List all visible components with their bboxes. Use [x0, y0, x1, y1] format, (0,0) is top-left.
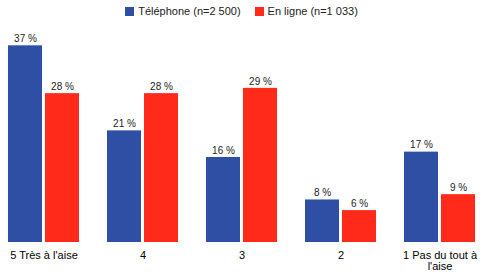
- svg-text:29 %: 29 %: [249, 76, 272, 87]
- svg-text:3: 3: [239, 249, 245, 261]
- svg-text:9 %: 9 %: [450, 182, 467, 193]
- svg-text:37 %: 37 %: [14, 33, 37, 44]
- svg-text:2: 2: [338, 249, 344, 261]
- svg-text:28 %: 28 %: [150, 81, 173, 92]
- svg-text:8 %: 8 %: [314, 187, 331, 198]
- svg-text:16 %: 16 %: [212, 145, 235, 156]
- svg-text:28 %: 28 %: [51, 81, 74, 92]
- svg-text:1 Pas du tout àl'aise: 1 Pas du tout àl'aise: [403, 249, 478, 272]
- svg-text:4: 4: [140, 249, 146, 261]
- svg-text:5 Très à l'aise: 5 Très à l'aise: [10, 249, 78, 261]
- svg-text:6 %: 6 %: [351, 198, 368, 209]
- html-text:En ligne (n=1 033): En ligne (n=1 033): [267, 5, 358, 17]
- svg-text:17 %: 17 %: [410, 139, 433, 150]
- svg-text:21 %: 21 %: [113, 118, 136, 129]
- html-text:Téléphone (n=2 500): Téléphone (n=2 500): [138, 5, 241, 17]
